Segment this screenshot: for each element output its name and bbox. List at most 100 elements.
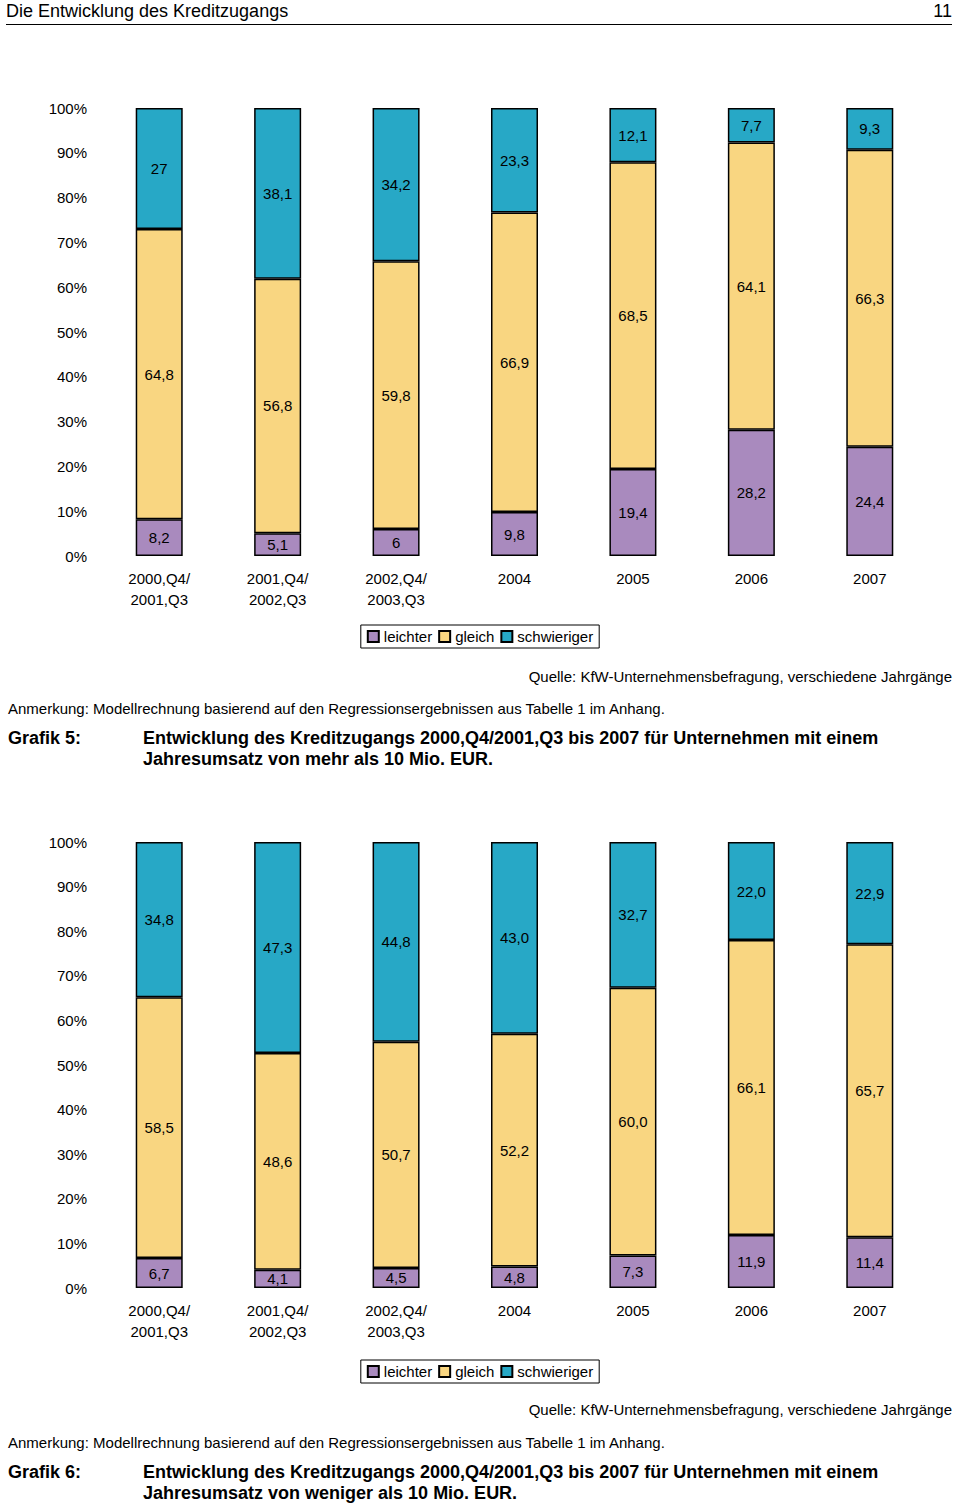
svg-text:100%: 100% bbox=[49, 100, 87, 117]
svg-text:66,1: 66,1 bbox=[737, 1079, 766, 1096]
svg-text:19,4: 19,4 bbox=[618, 504, 647, 521]
svg-text:50%: 50% bbox=[57, 1057, 87, 1074]
svg-text:7,3: 7,3 bbox=[622, 1263, 643, 1280]
svg-text:2005: 2005 bbox=[616, 1302, 649, 1319]
svg-text:80%: 80% bbox=[57, 189, 87, 206]
svg-text:90%: 90% bbox=[57, 144, 87, 161]
svg-text:65,7: 65,7 bbox=[855, 1082, 884, 1099]
svg-text:90%: 90% bbox=[57, 878, 87, 895]
html-text:Grafik 5:: Grafik 5: bbox=[8, 728, 81, 748]
svg-text:gleich: gleich bbox=[455, 628, 494, 645]
html-text:Grafik 6:: Grafik 6: bbox=[8, 1462, 81, 1482]
html-text:Anmerkung: Modellrechnung basi: Anmerkung: Modellrechnung basierend auf … bbox=[8, 1434, 665, 1451]
svg-text:58,5: 58,5 bbox=[145, 1119, 174, 1136]
svg-text:10%: 10% bbox=[57, 1235, 87, 1252]
svg-text:80%: 80% bbox=[57, 923, 87, 940]
svg-text:20%: 20% bbox=[57, 1190, 87, 1207]
svg-text:0%: 0% bbox=[65, 548, 87, 565]
svg-text:100%: 100% bbox=[49, 834, 87, 851]
svg-text:64,8: 64,8 bbox=[145, 366, 174, 383]
svg-text:4,1: 4,1 bbox=[267, 1270, 288, 1287]
html-text:Die Entwicklung des Kreditzuga: Die Entwicklung des Kreditzugangs bbox=[6, 1, 289, 21]
svg-text:leichter: leichter bbox=[384, 1363, 432, 1380]
svg-text:60,0: 60,0 bbox=[618, 1113, 647, 1130]
svg-text:22,9: 22,9 bbox=[855, 885, 884, 902]
html-text:Entwicklung des Kreditzugangs: Entwicklung des Kreditzugangs 2000,Q4/20… bbox=[143, 728, 879, 769]
svg-text:2001,Q4/: 2001,Q4/ bbox=[247, 1302, 310, 1319]
svg-text:10%: 10% bbox=[57, 503, 87, 520]
svg-text:2002,Q4/: 2002,Q4/ bbox=[365, 1302, 428, 1319]
svg-text:schwieriger: schwieriger bbox=[517, 1363, 593, 1380]
svg-text:2001,Q3: 2001,Q3 bbox=[130, 1323, 188, 1340]
svg-text:schwieriger: schwieriger bbox=[517, 628, 593, 645]
svg-text:7,7: 7,7 bbox=[741, 117, 762, 134]
svg-text:2003,Q3: 2003,Q3 bbox=[367, 591, 425, 608]
svg-text:38,1: 38,1 bbox=[263, 185, 292, 202]
svg-text:40%: 40% bbox=[57, 1101, 87, 1118]
svg-text:11,9: 11,9 bbox=[737, 1253, 765, 1270]
svg-text:43,0: 43,0 bbox=[500, 929, 529, 946]
svg-text:5,1: 5,1 bbox=[267, 536, 288, 553]
svg-text:27: 27 bbox=[151, 160, 168, 177]
svg-text:28,2: 28,2 bbox=[737, 484, 766, 501]
svg-text:2004: 2004 bbox=[498, 570, 531, 587]
svg-text:2007: 2007 bbox=[853, 570, 886, 587]
svg-text:50%: 50% bbox=[57, 324, 87, 341]
html-text:Anmerkung: Modellrechnung basi: Anmerkung: Modellrechnung basierend auf … bbox=[8, 700, 665, 717]
svg-text:4,5: 4,5 bbox=[386, 1269, 407, 1286]
svg-text:30%: 30% bbox=[57, 1146, 87, 1163]
svg-text:23,3: 23,3 bbox=[500, 152, 529, 169]
svg-text:2006: 2006 bbox=[735, 1302, 768, 1319]
svg-text:2000,Q4/: 2000,Q4/ bbox=[128, 570, 191, 587]
svg-text:leichter: leichter bbox=[384, 628, 432, 645]
svg-text:2002,Q3: 2002,Q3 bbox=[249, 1323, 307, 1340]
svg-text:4,8: 4,8 bbox=[504, 1269, 525, 1286]
svg-text:2004: 2004 bbox=[498, 1302, 531, 1319]
svg-text:2001,Q4/: 2001,Q4/ bbox=[247, 570, 310, 587]
svg-text:12,1: 12,1 bbox=[618, 127, 647, 144]
svg-text:2002,Q3: 2002,Q3 bbox=[249, 591, 307, 608]
svg-text:34,2: 34,2 bbox=[381, 176, 410, 193]
html-text:11: 11 bbox=[933, 1, 952, 21]
svg-text:60%: 60% bbox=[57, 1012, 87, 1029]
svg-text:6,7: 6,7 bbox=[149, 1265, 170, 1282]
svg-text:8,2: 8,2 bbox=[149, 529, 170, 546]
svg-text:2002,Q4/: 2002,Q4/ bbox=[365, 570, 428, 587]
svg-text:56,8: 56,8 bbox=[263, 397, 292, 414]
svg-text:9,8: 9,8 bbox=[504, 526, 525, 543]
svg-text:70%: 70% bbox=[57, 234, 87, 251]
svg-text:32,7: 32,7 bbox=[618, 906, 647, 923]
svg-text:40%: 40% bbox=[57, 368, 87, 385]
svg-text:9,3: 9,3 bbox=[859, 120, 880, 137]
svg-text:2000,Q4/: 2000,Q4/ bbox=[128, 1302, 191, 1319]
svg-text:60%: 60% bbox=[57, 279, 87, 296]
svg-text:34,8: 34,8 bbox=[145, 911, 174, 928]
svg-text:11,4: 11,4 bbox=[856, 1254, 884, 1271]
svg-text:22,0: 22,0 bbox=[737, 883, 766, 900]
svg-text:52,2: 52,2 bbox=[500, 1142, 529, 1159]
svg-text:47,3: 47,3 bbox=[263, 939, 292, 956]
svg-text:2006: 2006 bbox=[735, 570, 768, 587]
html-text:Quelle: KfW-Unternehmensbefrag: Quelle: KfW-Unternehmensbefragung, versc… bbox=[528, 1401, 952, 1418]
svg-text:64,1: 64,1 bbox=[737, 278, 766, 295]
html-text:Entwicklung des Kreditzugangs: Entwicklung des Kreditzugangs 2000,Q4/20… bbox=[143, 1462, 879, 1503]
svg-text:2003,Q3: 2003,Q3 bbox=[367, 1323, 425, 1340]
svg-text:44,8: 44,8 bbox=[381, 933, 410, 950]
svg-text:20%: 20% bbox=[57, 458, 87, 475]
svg-text:gleich: gleich bbox=[455, 1363, 494, 1380]
svg-text:66,3: 66,3 bbox=[855, 290, 884, 307]
svg-text:2001,Q3: 2001,Q3 bbox=[130, 591, 188, 608]
svg-text:6: 6 bbox=[392, 534, 400, 551]
html-text:Quelle: KfW-Unternehmensbefrag: Quelle: KfW-Unternehmensbefragung, versc… bbox=[528, 668, 952, 685]
svg-text:66,9: 66,9 bbox=[500, 354, 529, 371]
svg-text:0%: 0% bbox=[65, 1280, 87, 1297]
svg-text:24,4: 24,4 bbox=[855, 493, 884, 510]
svg-text:2005: 2005 bbox=[616, 570, 649, 587]
svg-text:30%: 30% bbox=[57, 413, 87, 430]
svg-text:2007: 2007 bbox=[853, 1302, 886, 1319]
svg-text:48,6: 48,6 bbox=[263, 1153, 292, 1170]
svg-text:50,7: 50,7 bbox=[381, 1146, 410, 1163]
svg-text:70%: 70% bbox=[57, 967, 87, 984]
svg-text:68,5: 68,5 bbox=[618, 307, 647, 324]
svg-text:59,8: 59,8 bbox=[381, 387, 410, 404]
